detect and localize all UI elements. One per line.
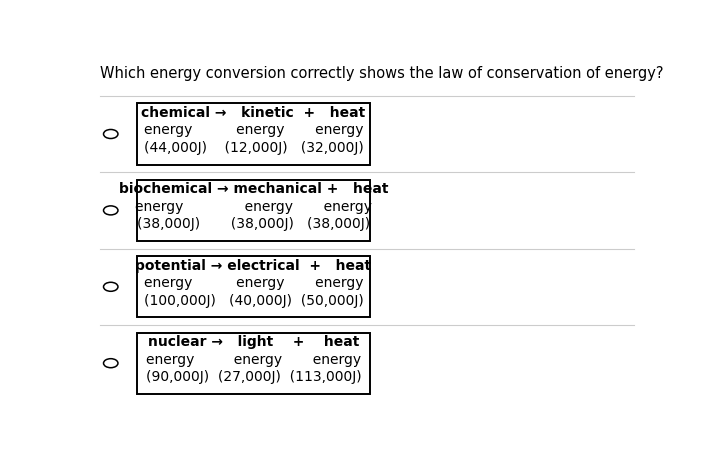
Text: (44,000J)    (12,000J)   (32,000J): (44,000J) (12,000J) (32,000J) [143,141,364,155]
Text: nuclear →   light    +    heat: nuclear → light + heat [148,335,359,349]
FancyBboxPatch shape [137,256,370,318]
Text: biochemical → mechanical +   heat: biochemical → mechanical + heat [119,183,389,197]
Text: chemical →   kinetic  +   heat: chemical → kinetic + heat [141,106,366,120]
Text: energy         energy       energy: energy energy energy [146,353,361,367]
Text: energy          energy       energy: energy energy energy [144,276,364,290]
Text: energy          energy       energy: energy energy energy [144,124,364,138]
FancyBboxPatch shape [137,103,370,165]
FancyBboxPatch shape [137,180,370,241]
Text: (100,000J)   (40,000J)  (50,000J): (100,000J) (40,000J) (50,000J) [143,294,364,308]
Text: Which energy conversion correctly shows the law of conservation of energy?: Which energy conversion correctly shows … [100,66,663,81]
Text: (90,000J)  (27,000J)  (113,000J): (90,000J) (27,000J) (113,000J) [146,370,361,384]
FancyBboxPatch shape [137,333,370,394]
Text: potential → electrical  +   heat: potential → electrical + heat [136,259,371,273]
Text: energy              energy       energy: energy energy energy [135,200,372,214]
Text: (38,000J)       (38,000J)   (38,000J): (38,000J) (38,000J) (38,000J) [137,217,370,231]
